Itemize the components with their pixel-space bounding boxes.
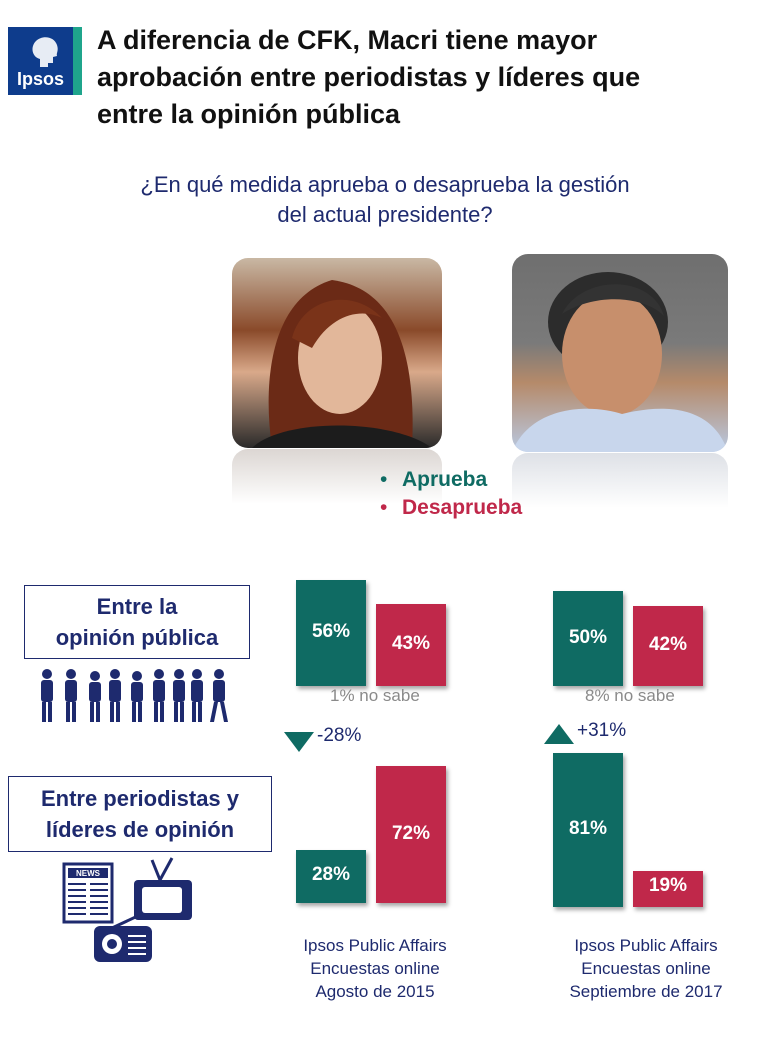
bar-desaprueba xyxy=(633,870,703,907)
ipsos-logo: Ipsos xyxy=(8,27,82,95)
page-title: A diferencia de CFK, Macri tiene mayor a… xyxy=(97,22,747,133)
group-line: líderes de opinión xyxy=(45,817,235,842)
question-line: ¿En qué medida aprueba o desaprueba la g… xyxy=(140,172,630,197)
source-line: Agosto de 2015 xyxy=(315,982,435,1001)
bar-value-label: 81% xyxy=(568,818,608,840)
source-2015: Ipsos Public Affairs Encuestas online Ag… xyxy=(270,934,480,1003)
legend-label: Desaprueba xyxy=(402,496,523,519)
up-triangle-icon xyxy=(544,724,574,744)
source-2017: Ipsos Public Affairs Encuestas online Se… xyxy=(536,934,756,1003)
legend-bullet: • xyxy=(380,468,388,491)
logo-head-icon xyxy=(32,37,58,67)
legend-label: Aprueba xyxy=(402,468,488,491)
no-sabe-2017: 8% no sabe xyxy=(585,686,675,705)
bar-value-label: 42% xyxy=(648,634,688,656)
source-line: Septiembre de 2017 xyxy=(569,982,723,1001)
logo-text: Ipsos xyxy=(16,69,64,89)
no-sabe-2015: 1% no sabe xyxy=(330,686,420,705)
bar-aprueba xyxy=(553,591,623,686)
tv-icon xyxy=(134,857,192,920)
bar-aprueba xyxy=(296,849,366,903)
group-line: opinión pública xyxy=(55,625,219,650)
radio-icon xyxy=(94,912,152,962)
newspaper-icon: NEWS xyxy=(62,862,114,924)
bar-value-label: 43% xyxy=(391,633,431,655)
delta-2017: +31% xyxy=(577,720,627,741)
media-icon: NEWS xyxy=(62,857,192,962)
title-line: aprobación entre periodistas y líderes q… xyxy=(97,62,641,92)
macri-photo xyxy=(512,254,728,452)
down-triangle-icon xyxy=(284,732,314,752)
bar-desaprueba xyxy=(376,604,446,686)
delta-2015: -28% xyxy=(317,725,362,746)
source-line: Encuestas online xyxy=(310,959,440,978)
bar-desaprueba xyxy=(633,606,703,686)
cfk-photo xyxy=(232,258,442,448)
title-line: A diferencia de CFK, Macri tiene mayor xyxy=(97,25,598,55)
bar-aprueba xyxy=(553,753,623,907)
svg-text:NEWS: NEWS xyxy=(76,869,101,878)
legend-desaprueba: • Desaprueba xyxy=(380,496,522,520)
people-crowd-icon xyxy=(41,669,228,722)
survey-question: ¿En qué medida aprueba o desaprueba la g… xyxy=(40,170,730,230)
bar-desaprueba xyxy=(376,766,446,903)
group-box-journalists: Entre periodistas y líderes de opinión xyxy=(8,776,272,852)
bar-value-label: 19% xyxy=(648,875,688,896)
legend-bullet: • xyxy=(380,496,388,519)
macri-photo-reflection xyxy=(512,453,728,508)
bar-value-label: 28% xyxy=(311,864,351,886)
bar-value-label: 56% xyxy=(311,620,351,642)
source-line: Encuestas online xyxy=(581,959,711,978)
group-line: Entre la xyxy=(96,594,178,619)
bar-aprueba xyxy=(296,579,366,686)
group-box-public: Entre la opinión pública xyxy=(24,585,250,659)
legend-aprueba: • Aprueba xyxy=(380,468,487,492)
cfk-photo-reflection xyxy=(232,449,442,504)
source-line: Ipsos Public Affairs xyxy=(303,936,447,955)
bar-value-label: 50% xyxy=(568,626,608,648)
group-line: Entre periodistas y xyxy=(40,786,240,811)
title-line: entre la opinión pública xyxy=(97,99,401,129)
bar-value-label: 72% xyxy=(391,822,431,844)
source-line: Ipsos Public Affairs xyxy=(574,936,718,955)
question-line: del actual presidente? xyxy=(277,202,493,227)
